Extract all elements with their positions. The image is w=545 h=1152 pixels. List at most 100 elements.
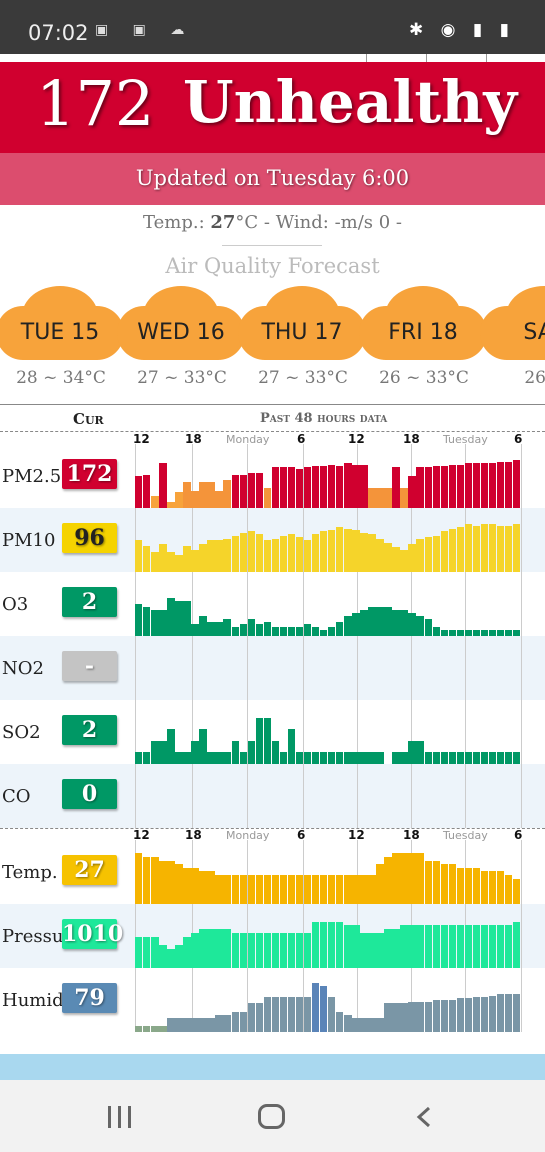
chart-bar — [151, 496, 159, 508]
chart-bar — [432, 752, 440, 764]
chart-bar — [263, 997, 272, 1032]
grid-line — [357, 840, 358, 904]
chart-bar — [231, 474, 239, 508]
chart-bar — [440, 531, 449, 572]
chart-bar — [488, 463, 497, 508]
chart-bar — [319, 531, 328, 572]
chart-bar — [239, 474, 247, 508]
chart-bar — [319, 875, 328, 904]
grid-line — [303, 904, 304, 968]
chart-bar — [247, 933, 256, 968]
chart-bar — [255, 624, 264, 636]
home-icon[interactable] — [258, 1104, 285, 1129]
chart-bar — [472, 525, 481, 572]
pollutant-row[interactable]: PM10 96 — [0, 508, 545, 572]
forecast-temp: 27 ~ 33°C — [258, 368, 348, 388]
chart-bar — [368, 875, 376, 904]
chart-bar — [287, 729, 296, 764]
chart-bar — [159, 463, 167, 508]
chart-bar — [416, 1001, 424, 1032]
chart-bar — [376, 538, 384, 572]
chart-bar — [328, 627, 336, 636]
grid-line — [411, 444, 412, 508]
chart-bar — [480, 463, 489, 508]
pollutant-row[interactable]: Pressure1010 — [0, 904, 545, 968]
grid-line — [411, 700, 412, 764]
notification-icons: ▣ ▣ ☁ — [95, 22, 195, 38]
chart-bar — [344, 615, 352, 636]
shade-bar[interactable] — [0, 1054, 545, 1080]
chart-bar — [352, 925, 360, 968]
pollutant-row[interactable]: PM2.5 172 — [0, 444, 545, 508]
chart-bar — [159, 1026, 167, 1032]
status-time: 07:02 — [28, 21, 89, 45]
pollutant-row[interactable]: SO2 2 — [0, 700, 545, 764]
pollutant-row[interactable]: Humidity79 — [0, 968, 545, 1032]
forecast-day[interactable]: THU 17 — [238, 286, 368, 361]
back-icon[interactable] — [416, 1106, 432, 1128]
history-chart — [135, 764, 522, 828]
grid-line — [411, 572, 412, 636]
chart-bar — [239, 933, 247, 968]
grid-line — [135, 444, 136, 508]
pollutant-name: Humidity — [2, 990, 64, 1011]
chart-bar — [344, 528, 352, 572]
chart-bar — [279, 752, 288, 764]
chart-bar — [392, 609, 400, 636]
chart-bar — [408, 740, 416, 764]
chart-bar — [336, 1011, 344, 1032]
chart-bar — [504, 525, 513, 572]
forecast-day[interactable]: WED 16 — [117, 286, 247, 361]
grid-line — [357, 636, 358, 700]
chart-bar — [336, 875, 344, 904]
day-label: Monday — [226, 829, 270, 842]
grid-line — [135, 700, 136, 764]
chart-bar — [199, 1017, 207, 1032]
chart-bar — [472, 867, 481, 904]
recent-apps-icon[interactable] — [108, 1106, 132, 1128]
pollutant-row[interactable]: CO 0 — [0, 764, 545, 828]
chart-bar — [279, 627, 288, 636]
pollutant-row[interactable]: NO2- — [0, 636, 545, 700]
chart-bar — [440, 1000, 449, 1032]
chart-bar — [287, 933, 296, 968]
chart-bar — [384, 487, 392, 508]
chart-bar — [456, 925, 465, 968]
aqi-level: Unhealthy — [183, 68, 518, 136]
axis-tick-label: 6 — [297, 828, 306, 842]
chart-bar — [400, 487, 408, 508]
chart-bar — [271, 933, 280, 968]
chart-bar — [167, 860, 175, 904]
chart-bar — [512, 524, 521, 572]
axis-tick-label: 18 — [403, 828, 420, 842]
navigation-bar — [0, 1080, 545, 1152]
chart-bar — [504, 925, 513, 968]
chart-bar — [424, 860, 432, 904]
grid-line — [303, 764, 304, 828]
chart-bar — [464, 998, 473, 1032]
grid-line — [357, 968, 358, 1032]
chart-bar — [143, 856, 151, 904]
chart-bar — [504, 461, 513, 508]
grid-line — [303, 572, 304, 636]
pollutant-row[interactable]: Temp. 27 — [0, 840, 545, 904]
current-value-badge: 2 — [62, 587, 117, 617]
chart-bar — [512, 460, 521, 508]
grid-line — [357, 700, 358, 764]
chart-bar — [344, 925, 352, 968]
grid-line — [521, 904, 522, 968]
forecast-day-label: TUE 15 — [20, 320, 100, 345]
chart-bar — [271, 740, 280, 764]
pollutant-row[interactable]: O3 2 — [0, 572, 545, 636]
web-header-stub — [0, 54, 545, 62]
forecast-day[interactable]: SAT — [480, 286, 545, 361]
chart-bar — [159, 609, 167, 636]
grid-line — [357, 572, 358, 636]
forecast-day[interactable]: FRI 18 — [359, 286, 489, 361]
web-header-divider — [426, 54, 427, 62]
grid-line — [192, 444, 193, 508]
chart-bar — [496, 752, 505, 764]
forecast-day[interactable]: TUE 15 — [0, 286, 126, 361]
chart-bar — [448, 630, 457, 636]
chart-bar — [311, 982, 320, 1032]
